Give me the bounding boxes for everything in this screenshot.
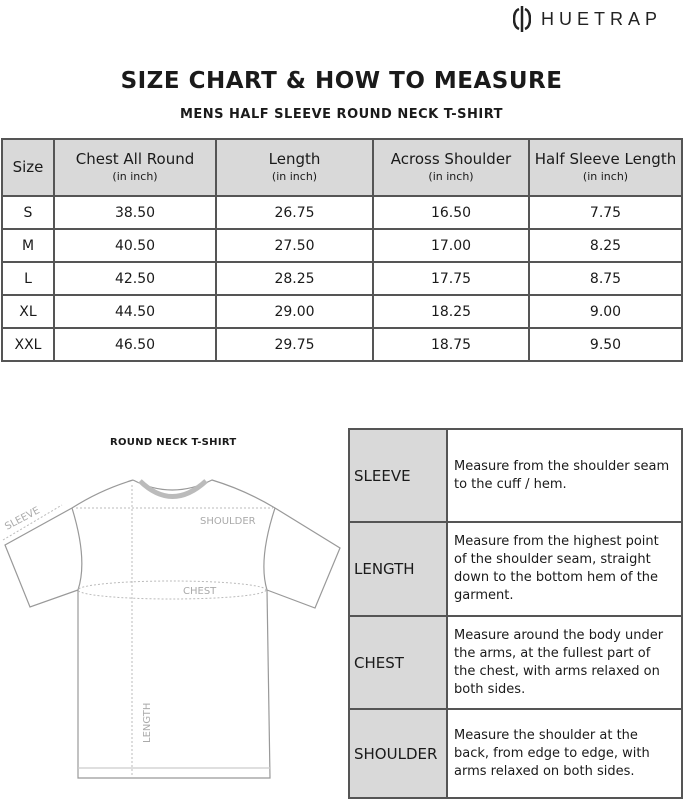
table-cell: 18.25 xyxy=(372,294,530,329)
column-header-unit: (in inch) xyxy=(112,169,158,183)
table-cell: 46.50 xyxy=(53,327,217,362)
table-cell: 29.75 xyxy=(215,327,374,362)
page-subtitle: MENS HALF SLEEVE ROUND NECK T-SHIRT xyxy=(179,107,504,122)
table-row: L 42.50 28.25 17.75 8.75 xyxy=(1,261,683,296)
column-header-unit: (in inch) xyxy=(271,169,318,183)
column-header: Length (in inch) xyxy=(215,138,374,197)
table-cell: 8.75 xyxy=(528,261,683,296)
measure-row: SHOULDER Measure the shoulder at the back… xyxy=(348,708,683,799)
measure-description: Measure from the highest point of the sh… xyxy=(446,521,683,617)
measure-row: SLEEVE Measure from the shoulder seam to … xyxy=(348,428,683,523)
table-cell: M xyxy=(1,228,55,263)
column-header: Half Sleeve Length (in inch) xyxy=(528,138,683,197)
measure-name: CHEST xyxy=(348,615,448,710)
measure-lines xyxy=(2,485,273,775)
table-cell: 18.75 xyxy=(372,327,530,362)
table-cell: 38.50 xyxy=(53,195,217,230)
measure-description: Measure around the body under the arms, … xyxy=(446,615,683,710)
table-cell: 9.50 xyxy=(528,327,683,362)
size-chart-table: Size Chest All Round (in inch) Length (in in… xyxy=(1,138,683,362)
column-header: Chest All Round (in inch) xyxy=(53,138,217,197)
table-row: S 38.50 26.75 16.50 7.75 xyxy=(1,195,683,230)
table-cell: 7.75 xyxy=(528,195,683,230)
table-cell: 28.25 xyxy=(215,261,374,296)
table-cell: L xyxy=(1,261,55,296)
table-cell: 42.50 xyxy=(53,261,217,296)
brand-name: HUETRAP xyxy=(541,8,663,29)
column-header-label: Length xyxy=(268,149,321,168)
column-header-label: Half Sleeve Length xyxy=(534,149,677,168)
measure-description: Measure the shoulder at the back, from e… xyxy=(446,708,683,799)
measure-name: LENGTH xyxy=(348,521,448,617)
page-title: SIZE CHART & HOW TO MEASURE xyxy=(120,68,563,94)
measure-name: SHOULDER xyxy=(348,708,448,799)
column-header: Across Shoulder (in inch) xyxy=(372,138,530,197)
measure-description: Measure from the shoulder seam to the cu… xyxy=(446,428,683,523)
table-cell: 8.25 xyxy=(528,228,683,263)
chest-label: CHEST xyxy=(183,586,217,597)
column-header-label: Size xyxy=(12,158,44,176)
table-row: M 40.50 27.50 17.00 8.25 xyxy=(1,228,683,263)
length-label: LENGTH xyxy=(142,703,153,743)
table-cell: 26.75 xyxy=(215,195,374,230)
table-cell: 9.00 xyxy=(528,294,683,329)
table-cell: 17.75 xyxy=(372,261,530,296)
column-header-unit: (in inch) xyxy=(428,169,474,183)
column-header-label: Chest All Round xyxy=(75,149,195,168)
tshirt-outline xyxy=(4,479,341,779)
diagram-title: ROUND NECK T-SHIRT xyxy=(110,437,237,448)
table-row: XL 44.50 29.00 18.25 9.00 xyxy=(1,294,683,329)
measure-name: SLEEVE xyxy=(348,428,448,523)
table-row: XXL 46.50 29.75 18.75 9.50 xyxy=(1,327,683,362)
brand-logo: HUETRAP xyxy=(513,4,662,34)
table-cell: 17.00 xyxy=(372,228,530,263)
table-cell: 44.50 xyxy=(53,294,217,329)
column-header: Size xyxy=(1,138,55,197)
measure-row: CHEST Measure around the body under the a… xyxy=(348,615,683,710)
measure-row: LENGTH Measure from the highest point of … xyxy=(348,521,683,617)
shoulder-label: SHOULDER xyxy=(200,516,256,527)
table-cell: 16.50 xyxy=(372,195,530,230)
huetrap-logo-icon xyxy=(513,6,531,32)
how-to-measure-table: SLEEVE Measure from the shoulder seam to … xyxy=(348,428,683,799)
table-cell: 29.00 xyxy=(215,294,374,329)
table-cell: 27.50 xyxy=(215,228,374,263)
table-cell: S xyxy=(1,195,55,230)
table-cell: 40.50 xyxy=(53,228,217,263)
table-cell: XL xyxy=(1,294,55,329)
column-header-unit: (in inch) xyxy=(582,169,629,183)
table-cell: XXL xyxy=(1,327,55,362)
column-header-label: Across Shoulder xyxy=(390,149,512,168)
tshirt-diagram: SHOULDER CHEST LENGTH SLEEVE xyxy=(2,479,341,779)
